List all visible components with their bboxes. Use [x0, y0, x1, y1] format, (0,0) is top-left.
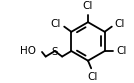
Text: Cl: Cl [115, 20, 125, 29]
Text: S: S [51, 47, 58, 57]
Text: Cl: Cl [87, 72, 98, 82]
Text: Cl: Cl [51, 20, 61, 29]
Text: Cl: Cl [117, 46, 127, 56]
Text: HO: HO [21, 46, 36, 56]
Text: Cl: Cl [83, 1, 93, 11]
